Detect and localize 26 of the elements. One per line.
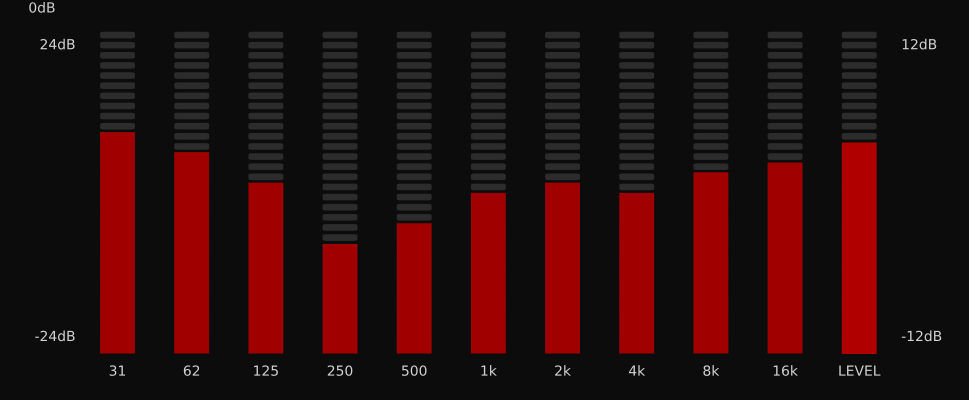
x-tick-label: 125: [254, 365, 278, 376]
x-tick-label: LEVEL: [839, 366, 880, 376]
bar: [322, 244, 358, 354]
x-tick-label: 4k: [628, 365, 646, 376]
y-tick-label: 24dB: [40, 38, 75, 50]
x-tick-label: 250: [328, 365, 352, 376]
y-tick-label: -24dB: [35, 330, 75, 342]
bar: [619, 192, 654, 354]
bar: [174, 152, 210, 354]
x-tick-label: 8k: [703, 365, 720, 376]
bar: [545, 182, 580, 354]
y2-tick-label: 12dB: [902, 38, 936, 50]
x-tick-label: 2k: [555, 365, 571, 376]
x-tick-label: 500: [402, 365, 427, 376]
bar: [396, 223, 432, 354]
x-tick-label: 62: [184, 365, 200, 376]
x-tick-label: 31: [110, 365, 126, 376]
bar: [100, 132, 135, 354]
x-tick-label: 16k: [774, 365, 798, 376]
x-tick-label: 1k: [481, 365, 497, 376]
bar: [693, 172, 728, 354]
y-axis-title: 0dB: [29, 2, 55, 13]
y2-tick-label: -12dB: [902, 330, 942, 342]
bar: [248, 182, 284, 354]
bar: [768, 162, 802, 354]
bar: [470, 192, 506, 354]
